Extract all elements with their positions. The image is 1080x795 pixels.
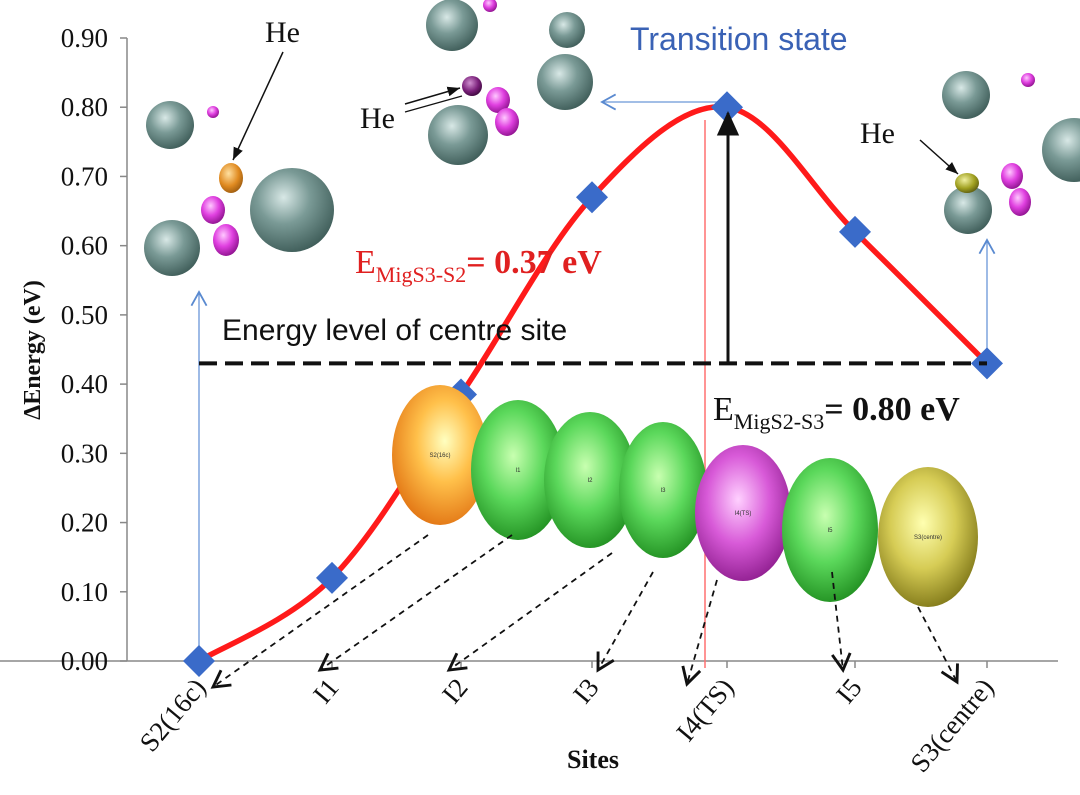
- structure-inset-s3: He: [860, 71, 1080, 234]
- y-tick-label: 0.60: [61, 231, 108, 261]
- y-tick-label: 0.00: [61, 646, 108, 676]
- site-sphere: [619, 422, 707, 558]
- he-label-left: He: [265, 16, 300, 49]
- data-point: [316, 561, 348, 594]
- y-tick-label: 0.10: [61, 577, 108, 607]
- x-tick-label: S3(centre): [904, 673, 999, 778]
- site-pointer-arrows: [210, 534, 959, 689]
- site-sphere: [471, 400, 565, 540]
- site-sphere: [878, 467, 978, 607]
- y-tick-label: 0.70: [61, 161, 108, 191]
- site-sphere-label: I4(TS): [735, 511, 752, 517]
- y-axis-label: ΔEnergy (eV): [20, 280, 46, 420]
- site-sphere-label: S2(16c): [429, 453, 450, 459]
- e-mig-s2-s3-label: EMigS2-S3= 0.80 eV: [713, 391, 960, 434]
- y-tick-label: 0.40: [61, 369, 108, 399]
- structure-inset-ts: He: [360, 0, 593, 165]
- he-label-right: He: [860, 117, 895, 150]
- site-sphere-label: I1: [515, 468, 521, 474]
- x-axis-label: Sites: [567, 745, 619, 774]
- x-tick-label: I2: [436, 673, 473, 710]
- site-sphere: [544, 412, 636, 548]
- site-pointer-arrow: [917, 606, 959, 685]
- site-spheres: S2(16c) I1 I2 I3 I4(TS) I5 S3(centre): [392, 385, 978, 607]
- site-pointer-arrow: [446, 552, 613, 672]
- site-pointer-arrow: [596, 571, 654, 673]
- transition-state-label: Transition state: [630, 21, 848, 57]
- site-sphere-label: S3(centre): [914, 535, 942, 541]
- data-point: [576, 181, 608, 214]
- structure-inset-s2: He: [144, 16, 334, 276]
- y-tick-label: 0.90: [61, 23, 108, 53]
- x-tick-label: I3: [567, 673, 604, 710]
- site-sphere-label: I2: [587, 478, 593, 484]
- x-tick-label: I5: [830, 673, 867, 710]
- data-point: [183, 645, 215, 677]
- axes: [0, 38, 1058, 662]
- site-sphere: [782, 458, 878, 602]
- site-pointer-arrow: [831, 571, 852, 673]
- x-tick-label: I4(TS): [670, 673, 739, 747]
- site-sphere: [695, 445, 791, 581]
- y-tick-label: 0.50: [61, 300, 108, 330]
- y-ticks: 0.00 0.10 0.20 0.30 0.40 0.50 0.60 0.70 0.80 0.90: [61, 23, 127, 676]
- site-pointer-arrow: [681, 579, 718, 687]
- site-sphere-label: I5: [827, 528, 833, 534]
- site-pointer-arrow: [210, 534, 429, 689]
- data-point: [839, 215, 871, 248]
- x-tick-label: I1: [307, 673, 344, 710]
- e-mig-s3-s2-label: EMigS3-S2= 0.37 eV: [355, 244, 602, 287]
- site-sphere-label: I3: [660, 488, 666, 494]
- y-tick-label: 0.80: [61, 92, 108, 122]
- y-tick-label: 0.30: [61, 438, 108, 468]
- he-label-middle: He: [360, 102, 395, 135]
- centre-level-label: Energy level of centre site: [222, 314, 567, 347]
- x-tick-label: S2(16c): [134, 673, 212, 758]
- y-tick-label: 0.20: [61, 508, 108, 538]
- site-sphere: [392, 385, 488, 525]
